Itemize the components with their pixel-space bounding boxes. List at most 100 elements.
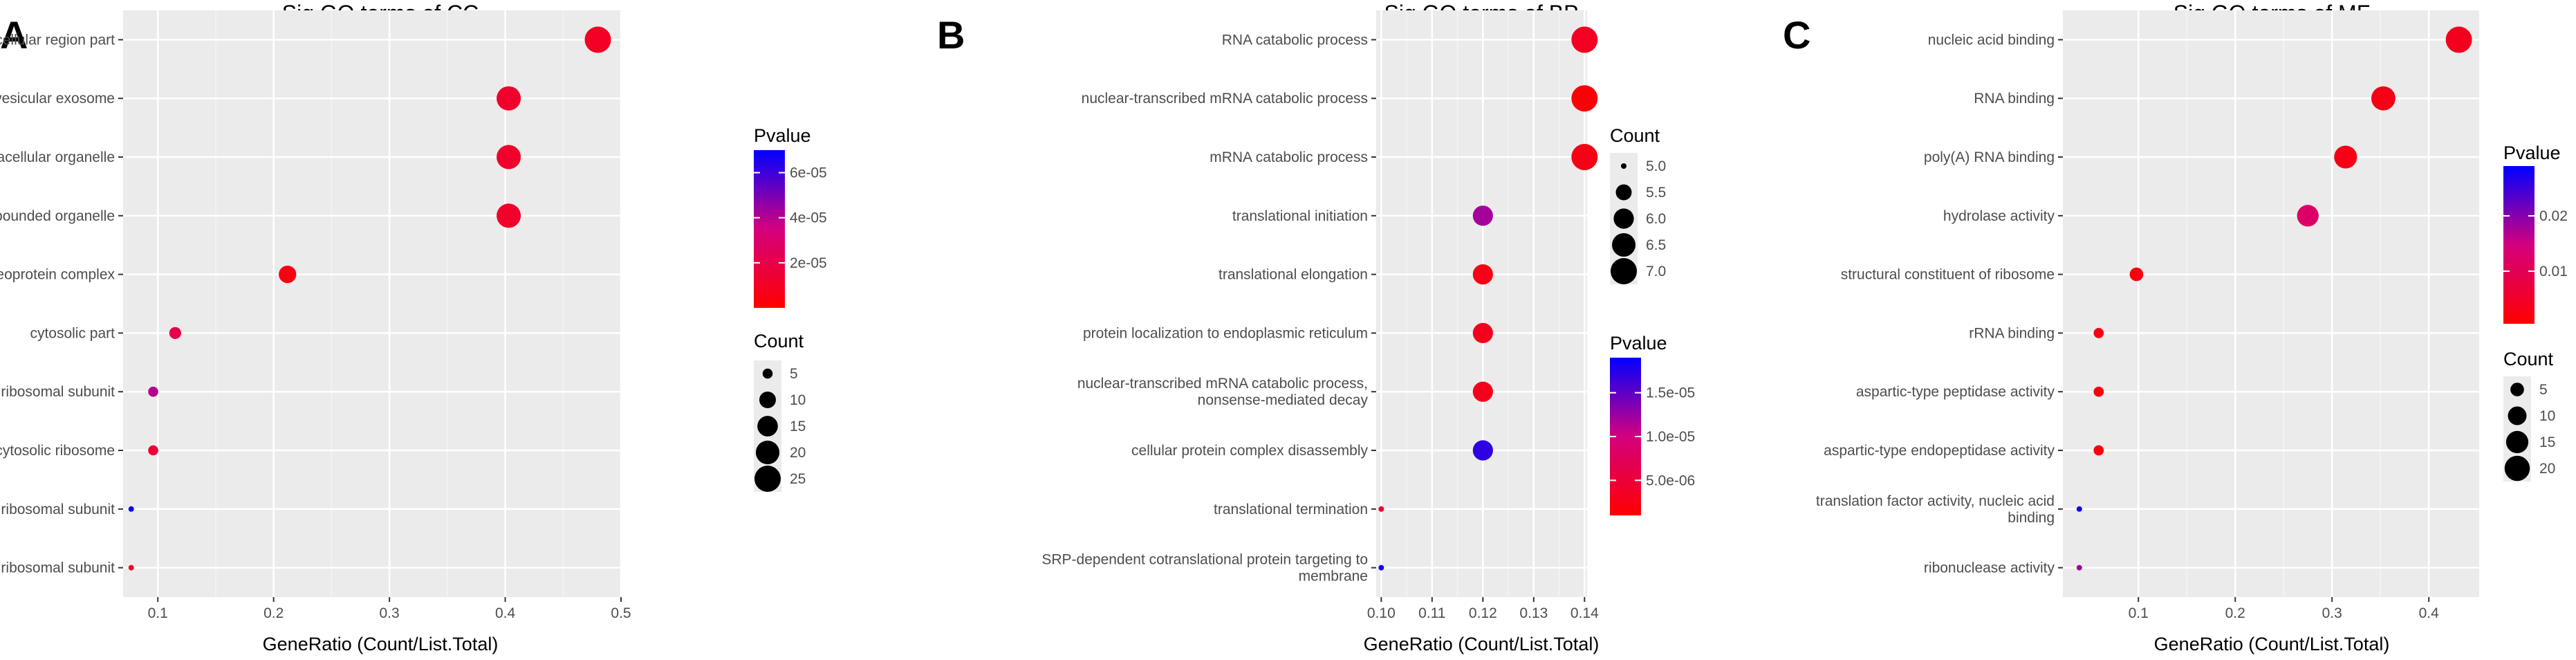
size-legend-dot (2504, 455, 2530, 482)
panel-label: B (937, 13, 965, 57)
size-legend-dot (1613, 208, 1634, 229)
y-tick-label: large ribosomal subunit (0, 502, 115, 517)
y-tick-label: aspartic-type peptidase activity (1856, 384, 2055, 400)
y-tick-label: RNA binding (1974, 91, 2055, 107)
y-tick-label: cellular protein complex disassembly (1131, 443, 1368, 459)
y-tick-label: extracellular vesicular exosome (0, 91, 115, 107)
size-legend-dot (1612, 233, 1636, 257)
data-point (1378, 506, 1384, 512)
panel-label: A (0, 13, 28, 57)
size-legend-dot (754, 466, 781, 492)
plot-background (1376, 10, 1587, 597)
data-point (279, 265, 297, 284)
y-tick-label: hydrolase activity (1943, 208, 2055, 224)
color-legend-title: Pvalue (754, 125, 811, 146)
size-legend-title: Count (754, 331, 804, 351)
size-legend-dot (759, 391, 777, 409)
size-legend-label: 6.0 (1646, 211, 1666, 227)
size-legend-dot (762, 368, 773, 379)
x-tick-label: 0.10 (1367, 605, 1396, 621)
x-tick-label: 0.11 (1418, 605, 1445, 621)
y-tick-label: ribosomal subunit (1, 384, 115, 400)
x-axis-title: GeneRatio (Count/List.Total) (2154, 634, 2390, 654)
y-tick-label-line: translation factor activity, nucleic aci… (1816, 493, 2055, 509)
size-legend-label: 10 (790, 392, 806, 408)
x-tick-label: 0.2 (2225, 605, 2245, 621)
data-point (1472, 440, 1493, 461)
size-legend-dot (2508, 406, 2527, 425)
color-legend-title: Pvalue (1610, 333, 1667, 354)
y-tick-label: extracellular membrane-bounded organelle (0, 208, 115, 224)
size-legend-dot (1611, 258, 1637, 284)
y-tick-label: cytosolic ribosome (0, 443, 115, 459)
y-tick-label: poly(A) RNA binding (1924, 149, 2055, 165)
data-point (1378, 565, 1384, 571)
y-tick-label: extracellular organelle (0, 149, 115, 165)
size-legend-label: 25 (790, 471, 806, 487)
data-point (1571, 85, 1598, 112)
data-point (2093, 445, 2104, 456)
x-tick-label: 0.14 (1570, 605, 1599, 621)
y-tick-label: translation factor activity, nucleic aci… (1816, 493, 2055, 526)
size-legend-label: 6.5 (1646, 237, 1666, 253)
plot-background (123, 10, 621, 597)
y-tick-label: translational termination (1214, 502, 1368, 517)
panel-a: ASig GO terms of CC0.10.20.30.40.5extrac… (0, 1, 827, 654)
panel-b: BSig GO terms of BP0.100.110.120.130.14R… (937, 1, 1695, 654)
size-legend-label: 5 (2539, 382, 2548, 398)
data-point (2297, 205, 2319, 227)
size-legend-label: 5.0 (1646, 158, 1666, 174)
data-point (497, 86, 521, 111)
y-tick-label: rRNA binding (1969, 325, 2055, 341)
panel-label: C (1783, 13, 1810, 57)
size-legend-label: 7.0 (1646, 264, 1666, 279)
x-tick-label: 0.2 (263, 605, 284, 621)
size-legend-title: Count (2503, 349, 2554, 369)
y-tick-label: translational initiation (1232, 208, 1368, 224)
y-tick-label: translational elongation (1218, 267, 1368, 283)
color-legend-label: 1.0e-05 (1646, 429, 1695, 445)
color-legend-label: 1.5e-05 (1646, 385, 1695, 401)
size-legend-label: 15 (790, 419, 806, 434)
data-point (2445, 26, 2472, 53)
y-tick-label: protein localization to endoplasmic reti… (1083, 325, 1368, 341)
x-tick-label: 0.4 (2419, 605, 2440, 621)
size-legend-dot (2505, 430, 2529, 454)
data-point (497, 145, 521, 169)
y-tick-label-line: SRP-dependent cotranslational protein ta… (1041, 552, 1368, 568)
size-legend-dot (757, 416, 778, 437)
data-point (1472, 381, 1493, 402)
data-point (497, 203, 521, 228)
size-legend-label: 10 (2539, 408, 2555, 424)
x-tick-label: 0.1 (2129, 605, 2149, 621)
x-tick-label: 0.3 (2322, 605, 2342, 621)
y-tick-label: cytosolic part (30, 325, 115, 341)
color-legend-label: 5.0e-06 (1646, 473, 1695, 488)
size-legend-dot (1621, 163, 1627, 169)
plot-background (2063, 10, 2479, 597)
color-legend-label: 6e-05 (790, 165, 827, 181)
data-point (148, 445, 158, 456)
data-point (1472, 264, 1493, 285)
data-point (1472, 205, 1493, 226)
size-legend-label: 20 (2539, 461, 2555, 477)
size-legend-label: 20 (790, 445, 806, 461)
y-tick-label: ribonucleoprotein complex (0, 267, 115, 283)
data-point (2334, 145, 2357, 169)
data-point (1571, 144, 1598, 170)
data-point (128, 565, 134, 571)
y-tick-label: mRNA catabolic process (1210, 149, 1368, 165)
data-point (2093, 386, 2104, 397)
data-point (2371, 86, 2396, 111)
color-legend-bar (754, 150, 785, 308)
x-tick-label: 0.1 (148, 605, 168, 621)
color-legend-bar (2503, 166, 2535, 324)
data-point (128, 506, 134, 512)
data-point (2076, 506, 2082, 512)
y-tick-label-line: nonsense-mediated decay (1198, 392, 1369, 408)
x-axis-title: GeneRatio (Count/List.Total) (263, 634, 499, 654)
x-axis-title: GeneRatio (Count/List.Total) (1364, 634, 1600, 654)
color-legend-label: 4e-05 (790, 210, 827, 226)
